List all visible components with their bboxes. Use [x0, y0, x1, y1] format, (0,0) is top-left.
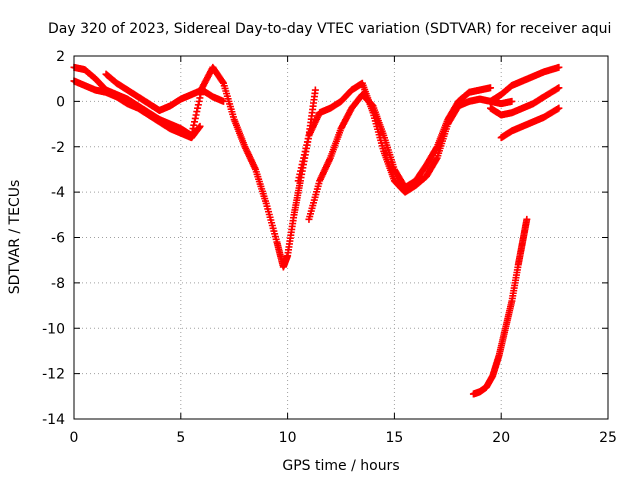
series-track-5 — [305, 84, 495, 223]
series-track-8 — [497, 104, 563, 142]
x-tick-label: 10 — [279, 430, 297, 446]
series-track-2 — [70, 77, 204, 142]
series-track-7 — [487, 84, 563, 119]
y-tick-label: -10 — [42, 321, 65, 337]
y-axis-label: SDTVAR / TECUs — [7, 180, 23, 295]
y-tick-label: 0 — [56, 94, 65, 110]
data-point-marker — [196, 122, 204, 130]
y-tick-label: -8 — [51, 276, 65, 292]
x-tick-label: 25 — [599, 430, 617, 446]
data-point-marker — [487, 84, 495, 92]
x-tick-label: 0 — [70, 430, 79, 446]
series-track-4 — [294, 79, 516, 196]
data-series — [70, 63, 563, 398]
x-tick-label: 5 — [176, 430, 185, 446]
series-track-6 — [487, 63, 563, 105]
y-tick-label: -14 — [42, 412, 65, 428]
y-tick-label: -4 — [51, 185, 65, 201]
data-point-marker — [555, 63, 563, 71]
data-point-marker — [220, 97, 228, 105]
data-point-marker — [508, 97, 516, 105]
data-point-marker — [555, 104, 563, 112]
y-tick-label: -12 — [42, 367, 65, 383]
y-tick-label: -6 — [51, 231, 65, 247]
data-point-marker — [523, 215, 531, 223]
y-tick-label: -2 — [51, 140, 65, 156]
y-tick-label: 2 — [56, 49, 65, 65]
series-track-3 — [102, 70, 228, 114]
x-tick-label: 20 — [492, 430, 510, 446]
data-point-marker — [311, 86, 319, 94]
x-axis-label: GPS time / hours — [282, 458, 399, 474]
x-tick-label: 15 — [385, 430, 403, 446]
data-point-marker — [555, 84, 563, 92]
plot-frame — [73, 55, 609, 420]
series-track-9 — [469, 215, 531, 398]
chart-title: Day 320 of 2023, Sidereal Day-to-day VTE… — [48, 21, 611, 37]
